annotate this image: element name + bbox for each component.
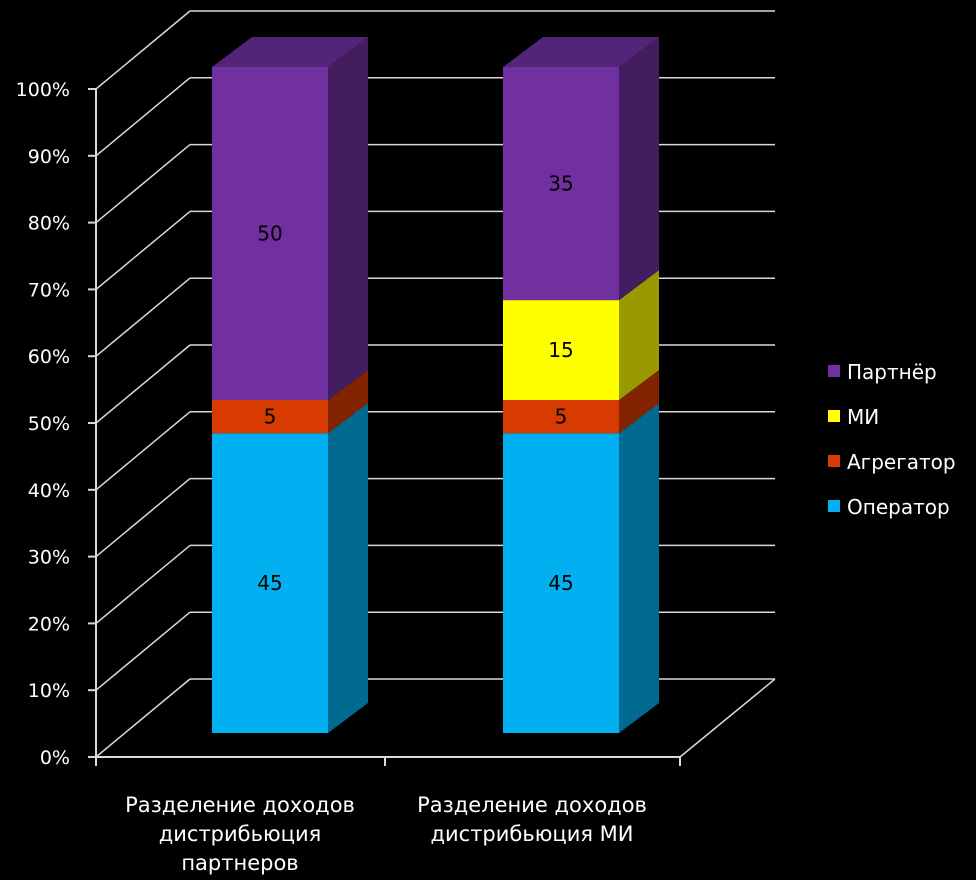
y-tick-label: 20% bbox=[28, 613, 70, 635]
bar-top bbox=[212, 37, 368, 67]
gridline-diagonal bbox=[95, 344, 191, 424]
bar-segment-front bbox=[212, 67, 328, 400]
bar-segment-front bbox=[503, 400, 619, 434]
x-category-label: Разделение доходов bbox=[417, 793, 647, 817]
gridline-diagonal bbox=[95, 678, 191, 758]
legend-swatch bbox=[828, 500, 840, 512]
gridline-diagonal bbox=[95, 144, 191, 224]
x-category-label: партнеров bbox=[181, 851, 298, 875]
data-label: 45 bbox=[548, 571, 573, 595]
gridline-diagonal bbox=[95, 210, 191, 290]
legend-swatch bbox=[828, 365, 840, 377]
gridline-diagonal bbox=[95, 478, 191, 558]
bar-segment-side bbox=[619, 270, 659, 400]
bar-segment-front bbox=[503, 300, 619, 400]
gridline-diagonal bbox=[95, 277, 191, 357]
gridline-diagonal bbox=[95, 611, 191, 691]
x-category-label: дистрибьюция bbox=[159, 822, 322, 846]
bar-segment-front bbox=[212, 433, 328, 733]
y-tick-label: 90% bbox=[28, 146, 70, 168]
y-tick-label: 100% bbox=[16, 79, 70, 101]
y-tick-label: 80% bbox=[28, 213, 70, 235]
y-tick-label: 10% bbox=[28, 680, 70, 702]
bar-segment-front bbox=[212, 400, 328, 434]
y-tick-label: 70% bbox=[28, 279, 70, 301]
y-tick-label: 0% bbox=[40, 747, 70, 769]
x-category-label: дистрибьюция МИ bbox=[430, 822, 633, 846]
legend-swatch bbox=[828, 410, 840, 422]
y-tick-label: 50% bbox=[28, 413, 70, 435]
gridline-diagonal bbox=[95, 411, 191, 491]
bar-segment-side bbox=[619, 37, 659, 301]
bar-segment-front bbox=[503, 433, 619, 733]
bar-segment-side bbox=[328, 37, 368, 400]
bar-top bbox=[503, 37, 659, 67]
legend-swatch bbox=[828, 455, 840, 467]
bar-segment-side bbox=[328, 403, 368, 733]
bar-segment-side bbox=[328, 370, 368, 434]
y-tick-label: 40% bbox=[28, 480, 70, 502]
x-category-label: Разделение доходов bbox=[125, 793, 355, 817]
data-label: 50 bbox=[257, 222, 282, 246]
data-label: 45 bbox=[257, 571, 282, 595]
legend-label: Агрегатор bbox=[847, 450, 956, 474]
gridline-diagonal bbox=[95, 544, 191, 624]
floor-edge bbox=[679, 678, 776, 758]
bar-segment-side bbox=[619, 370, 659, 434]
data-label: 5 bbox=[264, 405, 277, 429]
legend-label: МИ bbox=[847, 405, 879, 429]
y-tick-label: 60% bbox=[28, 346, 70, 368]
data-label: 5 bbox=[555, 405, 568, 429]
bar-segment-side bbox=[619, 403, 659, 733]
data-label: 35 bbox=[548, 172, 573, 196]
data-label: 15 bbox=[548, 338, 573, 362]
gridline-diagonal bbox=[95, 10, 191, 90]
legend-label: Партнёр bbox=[847, 360, 937, 384]
gridline-diagonal bbox=[95, 77, 191, 157]
legend-label: Оператор bbox=[847, 495, 950, 519]
y-tick-label: 30% bbox=[28, 547, 70, 569]
bar-segment-front bbox=[503, 67, 619, 301]
